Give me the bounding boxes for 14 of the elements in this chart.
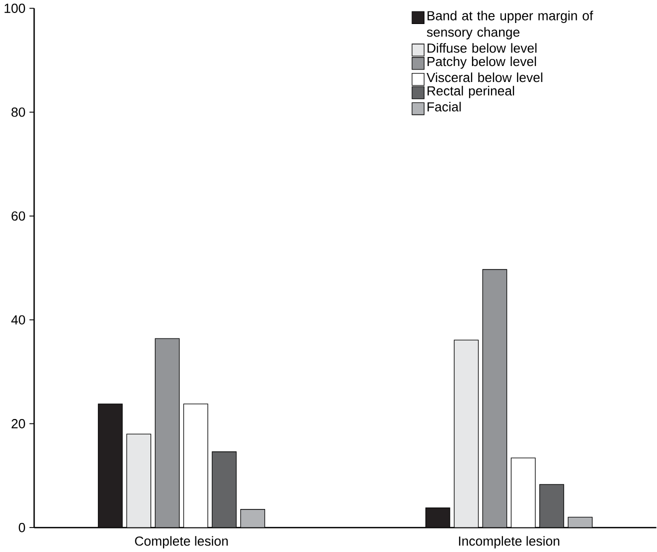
legend-label: Facial xyxy=(428,102,461,112)
x-tick-label: Complete lesion xyxy=(135,536,228,548)
x-tick-label: Incomplete lesion xyxy=(459,536,560,548)
y-tick-label: 0 xyxy=(18,522,26,532)
legend-label: Rectal perineal xyxy=(428,86,514,98)
legend-label: Diffuse below level xyxy=(428,43,536,53)
y-tick-label: 60 xyxy=(12,211,26,221)
y-tick-label: 20 xyxy=(12,419,26,428)
legend-label: Patchy below level xyxy=(428,56,536,69)
y-tick-label: 80 xyxy=(12,108,26,117)
y-tick-label: 100 xyxy=(4,4,26,13)
y-tick-label: 40 xyxy=(11,315,26,324)
legend-label: Band at the upper margin of sensory change xyxy=(426,10,594,40)
legend-label: Visceral below level xyxy=(426,72,542,82)
